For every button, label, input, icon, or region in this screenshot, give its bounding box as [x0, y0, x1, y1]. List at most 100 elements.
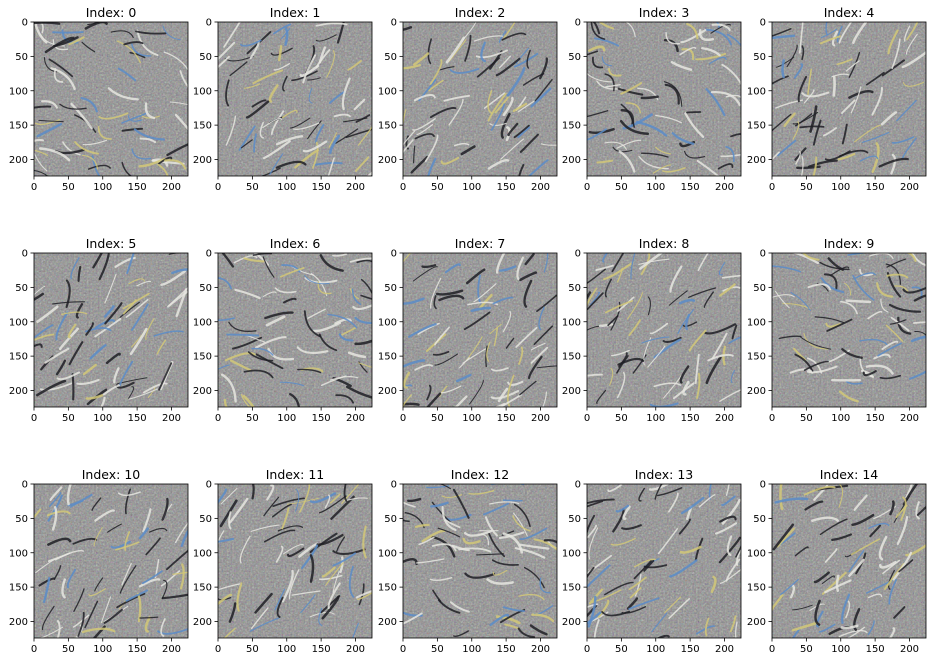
panel-2: Index: 2 0 50 100 150 200 0 50 100 150 200: [378, 5, 558, 193]
x-tick-label: 50: [62, 182, 75, 193]
y-tick-label: 100: [378, 548, 397, 559]
panel-title: Index: 13: [635, 467, 694, 482]
x-tick-label: 200: [900, 644, 919, 655]
x-tick-label: 200: [715, 182, 734, 193]
y-tick-label: 150: [9, 352, 28, 363]
y-tick-label: 150: [193, 121, 212, 132]
x-tick-label: 0: [769, 182, 775, 193]
panel-7: Index: 7 0 50 100 150 200 0 50 100 150 200: [378, 236, 558, 424]
y-tick-label: 0: [391, 18, 397, 29]
y-tick-label: 0: [760, 480, 766, 491]
y-tick-label: 200: [193, 386, 212, 397]
axes-frame: [402, 483, 558, 639]
x-tick-label: 200: [346, 182, 365, 193]
x-tick-label: 150: [866, 413, 885, 424]
x-tick-label: 50: [246, 644, 259, 655]
x-tick-label: 200: [531, 413, 550, 424]
y-tick-label: 200: [747, 386, 766, 397]
panel-12: Index: 12 0 50 100 150 200 0 50 100 150 200: [378, 467, 558, 655]
y-tick-label: 200: [193, 617, 212, 628]
x-tick-label: 150: [128, 644, 147, 655]
y-tick-label: 100: [747, 548, 766, 559]
y-tick-label: 50: [753, 52, 766, 63]
y-tick-label: 50: [199, 52, 212, 63]
y-tick-label: 200: [9, 617, 28, 628]
y-tick-label: 50: [753, 514, 766, 525]
axes-frame: [217, 483, 373, 639]
feature-image: [218, 253, 372, 407]
x-tick-label: 200: [531, 644, 550, 655]
x-tick-label: 100: [831, 182, 850, 193]
y-tick-label: 0: [206, 249, 212, 260]
x-tick-label: 0: [584, 182, 590, 193]
y-tick-label: 50: [753, 283, 766, 294]
panel-6: Index: 6 0 50 100 150 200 0 50 100 150 200: [193, 236, 373, 424]
x-tick-label: 0: [215, 182, 221, 193]
y-tick-label: 200: [562, 155, 581, 166]
y-tick-label: 50: [384, 52, 397, 63]
x-tick-label: 50: [246, 413, 259, 424]
x-tick-label: 150: [681, 413, 700, 424]
panel-title: Index: 3: [639, 5, 690, 20]
x-tick-label: 100: [646, 644, 665, 655]
feature-image: [587, 484, 741, 638]
y-tick-label: 50: [199, 514, 212, 525]
panel-title: Index: 4: [824, 5, 875, 20]
x-tick-label: 50: [246, 182, 259, 193]
x-tick-label: 50: [615, 644, 628, 655]
x-tick-label: 100: [646, 182, 665, 193]
panel-title: Index: 6: [270, 236, 321, 251]
y-tick-label: 50: [568, 52, 581, 63]
x-tick-label: 100: [831, 644, 850, 655]
x-tick-label: 200: [162, 413, 181, 424]
y-tick-label: 100: [562, 548, 581, 559]
x-tick-label: 100: [277, 644, 296, 655]
x-tick-label: 150: [128, 182, 147, 193]
x-tick-label: 150: [312, 182, 331, 193]
x-tick-label: 0: [31, 413, 37, 424]
x-tick-label: 100: [462, 644, 481, 655]
x-tick-label: 150: [866, 182, 885, 193]
panel-4: Index: 4 0 50 100 150 200 0 50 100 150 200: [747, 5, 927, 193]
y-tick-label: 150: [562, 352, 581, 363]
y-tick-label: 100: [747, 317, 766, 328]
x-tick-label: 0: [400, 644, 406, 655]
panel-title: Index: 8: [639, 236, 690, 251]
y-tick-label: 200: [193, 155, 212, 166]
y-tick-label: 150: [747, 121, 766, 132]
x-tick-label: 150: [128, 413, 147, 424]
x-tick-label: 150: [681, 182, 700, 193]
x-tick-label: 150: [312, 413, 331, 424]
x-tick-label: 0: [400, 182, 406, 193]
y-tick-label: 50: [568, 514, 581, 525]
axes-frame: [33, 21, 189, 177]
y-tick-label: 200: [378, 155, 397, 166]
panel-14: Index: 14 0 50 100 150 200 0 50 100 150 200: [747, 467, 927, 655]
panel-9: Index: 9 0 50 100 150 200 0 50 100 150 200: [747, 236, 927, 424]
axes-frame: [217, 252, 373, 408]
x-tick-label: 50: [62, 644, 75, 655]
y-tick-label: 100: [9, 548, 28, 559]
panel-title: Index: 1: [270, 5, 321, 20]
x-tick-label: 200: [715, 413, 734, 424]
y-tick-label: 100: [378, 86, 397, 97]
y-tick-label: 150: [378, 121, 397, 132]
panel-title: Index: 14: [820, 467, 879, 482]
y-tick-label: 150: [562, 583, 581, 594]
panel-5: Index: 5 0 50 100 150 200 0 50 100 150 200: [9, 236, 189, 424]
y-tick-label: 0: [391, 480, 397, 491]
x-tick-label: 150: [497, 182, 516, 193]
x-tick-label: 200: [900, 413, 919, 424]
x-tick-label: 50: [615, 182, 628, 193]
axes-frame: [33, 252, 189, 408]
x-tick-label: 150: [866, 644, 885, 655]
feature-image: [34, 484, 188, 638]
y-tick-label: 50: [199, 283, 212, 294]
x-tick-label: 200: [715, 644, 734, 655]
x-tick-label: 200: [900, 182, 919, 193]
panel-title: Index: 9: [824, 236, 875, 251]
x-tick-label: 50: [431, 644, 444, 655]
y-tick-label: 200: [9, 155, 28, 166]
x-tick-label: 150: [497, 413, 516, 424]
axes-frame: [402, 252, 558, 408]
